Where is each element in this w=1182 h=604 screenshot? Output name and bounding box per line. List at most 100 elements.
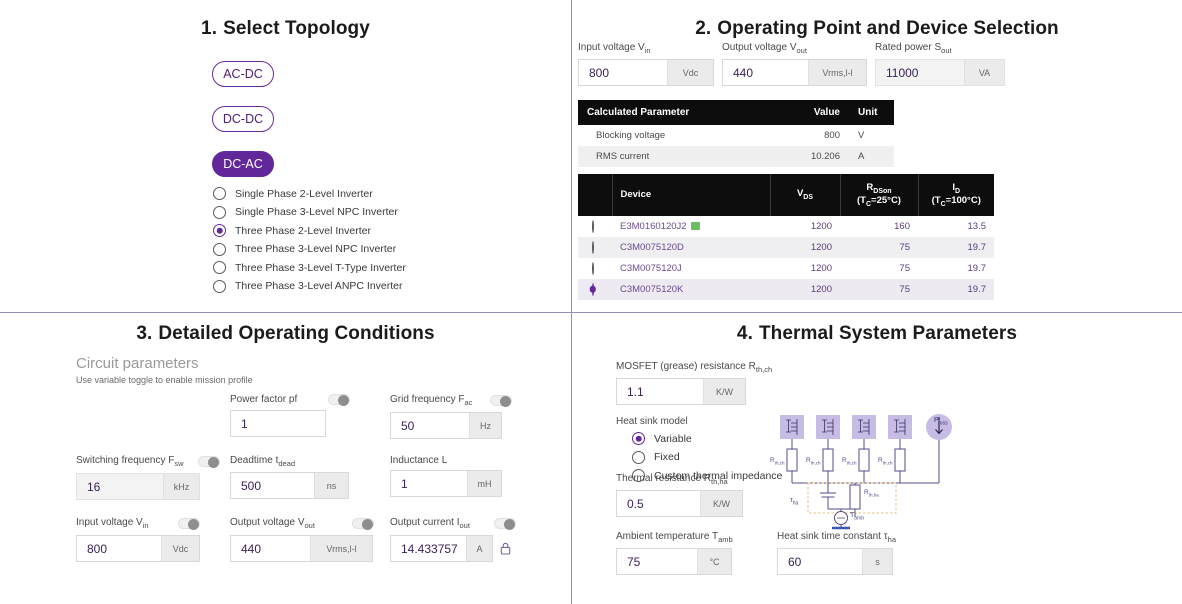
- topology-option-three-phase-2-level[interactable]: Three Phase 2-Level Inverter: [213, 224, 406, 237]
- device-name-cell: C3M0075120J: [612, 257, 770, 279]
- s3-output-voltage-field[interactable]: 440 Vrms,l-l: [230, 535, 373, 562]
- grid-frequency-toggle[interactable]: [490, 395, 512, 407]
- topology-option-three-phase-3-level-npc[interactable]: Three Phase 3-Level NPC Inverter: [213, 242, 406, 256]
- time-constant-value[interactable]: 60: [778, 549, 862, 574]
- deadtime-field[interactable]: 500 ns: [230, 472, 349, 499]
- rated-power-value[interactable]: 11000: [876, 60, 964, 85]
- mosfet-resistance-field[interactable]: 1.1 K/W: [616, 378, 746, 405]
- s3-input-voltage-field[interactable]: 800 Vdc: [76, 535, 200, 562]
- time-constant-unit: s: [862, 549, 892, 574]
- device-vds: 1200: [770, 278, 840, 300]
- output-current-field[interactable]: 14.433757 A: [390, 535, 493, 562]
- topology-mode-dc-ac[interactable]: DC-AC: [212, 151, 274, 177]
- topology-option-three-phase-3-level-t-type[interactable]: Three Phase 3-Level T-Type Inverter: [213, 261, 406, 274]
- topology-option-label: Single Phase 3-Level NPC Inverter: [235, 206, 398, 218]
- grid-frequency-value[interactable]: 50: [391, 413, 469, 438]
- device-select-cell[interactable]: [578, 215, 612, 237]
- topology-mode-dc-dc[interactable]: DC-DC: [212, 106, 274, 132]
- radio-icon[interactable]: [591, 261, 594, 275]
- switching-frequency-toggle[interactable]: [198, 456, 220, 468]
- table-row[interactable]: C3M0075120J 1200 75 19.7: [578, 257, 994, 279]
- device-header-name: Device: [611, 174, 770, 216]
- topology-option-single-phase-2-level[interactable]: Single Phase 2-Level Inverter: [213, 187, 406, 200]
- mosfet-resistance-value[interactable]: 1.1: [617, 379, 703, 404]
- radio-icon[interactable]: [632, 469, 645, 482]
- output-current-value[interactable]: 14.433757: [391, 536, 466, 561]
- thermal-network-diagram: Rth,ch Rth,ch Rth,ch Rth,ch Ploss τha Rt…: [770, 413, 964, 536]
- device-name-cell: E3M0160120J2: [612, 215, 770, 237]
- thermal-resistance-unit: K/W: [700, 491, 742, 516]
- radio-icon[interactable]: [213, 261, 226, 274]
- device-selection-table: Device VDS RDSon (TC=25°C) ID (TC=100°C): [578, 174, 994, 300]
- radio-icon-selected[interactable]: [632, 432, 645, 445]
- device-name: C3M0075120D: [620, 241, 684, 253]
- radio-icon[interactable]: [213, 279, 226, 293]
- input-voltage-field[interactable]: 800 Vdc: [578, 59, 714, 86]
- output-voltage-value[interactable]: 440: [723, 60, 808, 85]
- output-current-toggle[interactable]: [494, 518, 516, 530]
- mosfet-resistance-unit: K/W: [703, 379, 745, 404]
- radio-icon[interactable]: [591, 219, 594, 233]
- diagram-label-tamb: Tamb: [850, 512, 865, 522]
- device-select-cell[interactable]: [578, 278, 612, 300]
- topology-option-three-phase-3-level-anpc[interactable]: Three Phase 3-Level ANPC Inverter: [213, 279, 406, 293]
- radio-icon[interactable]: [213, 187, 226, 200]
- device-vds: 1200: [770, 257, 840, 279]
- device-name: E3M0160120J2: [620, 220, 687, 232]
- device-select-cell[interactable]: [578, 257, 612, 279]
- power-factor-field[interactable]: 1: [230, 410, 326, 437]
- switching-frequency-field[interactable]: 16 kHz: [76, 473, 200, 500]
- table-row[interactable]: E3M0160120J2 1200 160 13.5: [578, 215, 994, 237]
- section-4-title: 4. Thermal System Parameters: [572, 323, 1182, 345]
- device-header-rdson: RDSon (TC=25°C): [839, 174, 918, 216]
- time-constant-field[interactable]: 60 s: [777, 548, 893, 575]
- radio-icon-selected[interactable]: [213, 224, 226, 237]
- topology-mode-ac-dc[interactable]: AC-DC: [212, 61, 274, 87]
- vertical-divider-top: [571, 0, 572, 312]
- heat-sink-option-fixed[interactable]: Fixed: [632, 450, 782, 464]
- s3-output-voltage-toggle[interactable]: [352, 518, 374, 530]
- power-factor-toggle[interactable]: [328, 394, 350, 406]
- heat-sink-model-label: Heat sink model: [616, 416, 688, 427]
- device-vds: 1200: [770, 236, 840, 258]
- rated-power-field[interactable]: 11000 VA: [875, 59, 1005, 86]
- radio-icon[interactable]: [213, 205, 226, 219]
- ambient-temperature-unit: °C: [697, 549, 731, 574]
- table-row-selected[interactable]: C3M0075120K 1200 75 19.7: [578, 278, 994, 300]
- thermal-resistance-value[interactable]: 0.5: [617, 491, 700, 516]
- section-operating-conditions: 3. Detailed Operating Conditions Circuit …: [0, 313, 571, 604]
- thermal-resistance-field[interactable]: 0.5 K/W: [616, 490, 743, 517]
- diagram-label-tau-ha: τha: [790, 497, 799, 507]
- inductance-field[interactable]: 1 mH: [390, 470, 502, 497]
- lock-icon[interactable]: [500, 542, 511, 555]
- heat-sink-option-variable[interactable]: Variable: [632, 432, 782, 445]
- calculated-parameter-table: Calculated Parameter Value Unit Blocking…: [578, 100, 894, 167]
- radio-icon[interactable]: [591, 240, 594, 254]
- deadtime-value[interactable]: 500: [231, 473, 314, 498]
- ambient-temperature-value[interactable]: 75: [617, 549, 697, 574]
- inductance-value[interactable]: 1: [391, 471, 467, 496]
- output-voltage-field[interactable]: 440 Vrms,l-l: [722, 59, 867, 86]
- radio-icon-selected[interactable]: [591, 282, 594, 296]
- calc-row-unit: V: [858, 130, 865, 141]
- radio-icon[interactable]: [213, 242, 226, 256]
- topology-mode-dc-ac-label: DC-AC: [223, 157, 263, 171]
- table-row[interactable]: C3M0075120D 1200 75 19.7: [578, 236, 994, 258]
- grid-frequency-label: Grid frequency Fac: [390, 394, 473, 407]
- grid-frequency-field[interactable]: 50 Hz: [390, 412, 502, 439]
- time-constant-label: Heat sink time constant τha: [777, 531, 897, 544]
- device-select-cell[interactable]: [578, 236, 612, 258]
- heat-sink-option-custom[interactable]: Custom thermal impedance: [632, 469, 782, 482]
- s3-input-voltage-value[interactable]: 800: [77, 536, 161, 561]
- input-voltage-value[interactable]: 800: [579, 60, 667, 85]
- topology-option-single-phase-3-level-npc[interactable]: Single Phase 3-Level NPC Inverter: [213, 205, 406, 219]
- ambient-temperature-field[interactable]: 75 °C: [616, 548, 732, 575]
- radio-icon[interactable]: [632, 450, 645, 464]
- power-factor-value[interactable]: 1: [231, 411, 325, 436]
- device-name-cell: C3M0075120D: [612, 236, 770, 258]
- s3-output-voltage-value[interactable]: 440: [231, 536, 310, 561]
- s3-input-voltage-toggle[interactable]: [178, 518, 200, 530]
- switching-frequency-value[interactable]: 16: [77, 474, 163, 499]
- section-1-number: 1.: [201, 18, 218, 39]
